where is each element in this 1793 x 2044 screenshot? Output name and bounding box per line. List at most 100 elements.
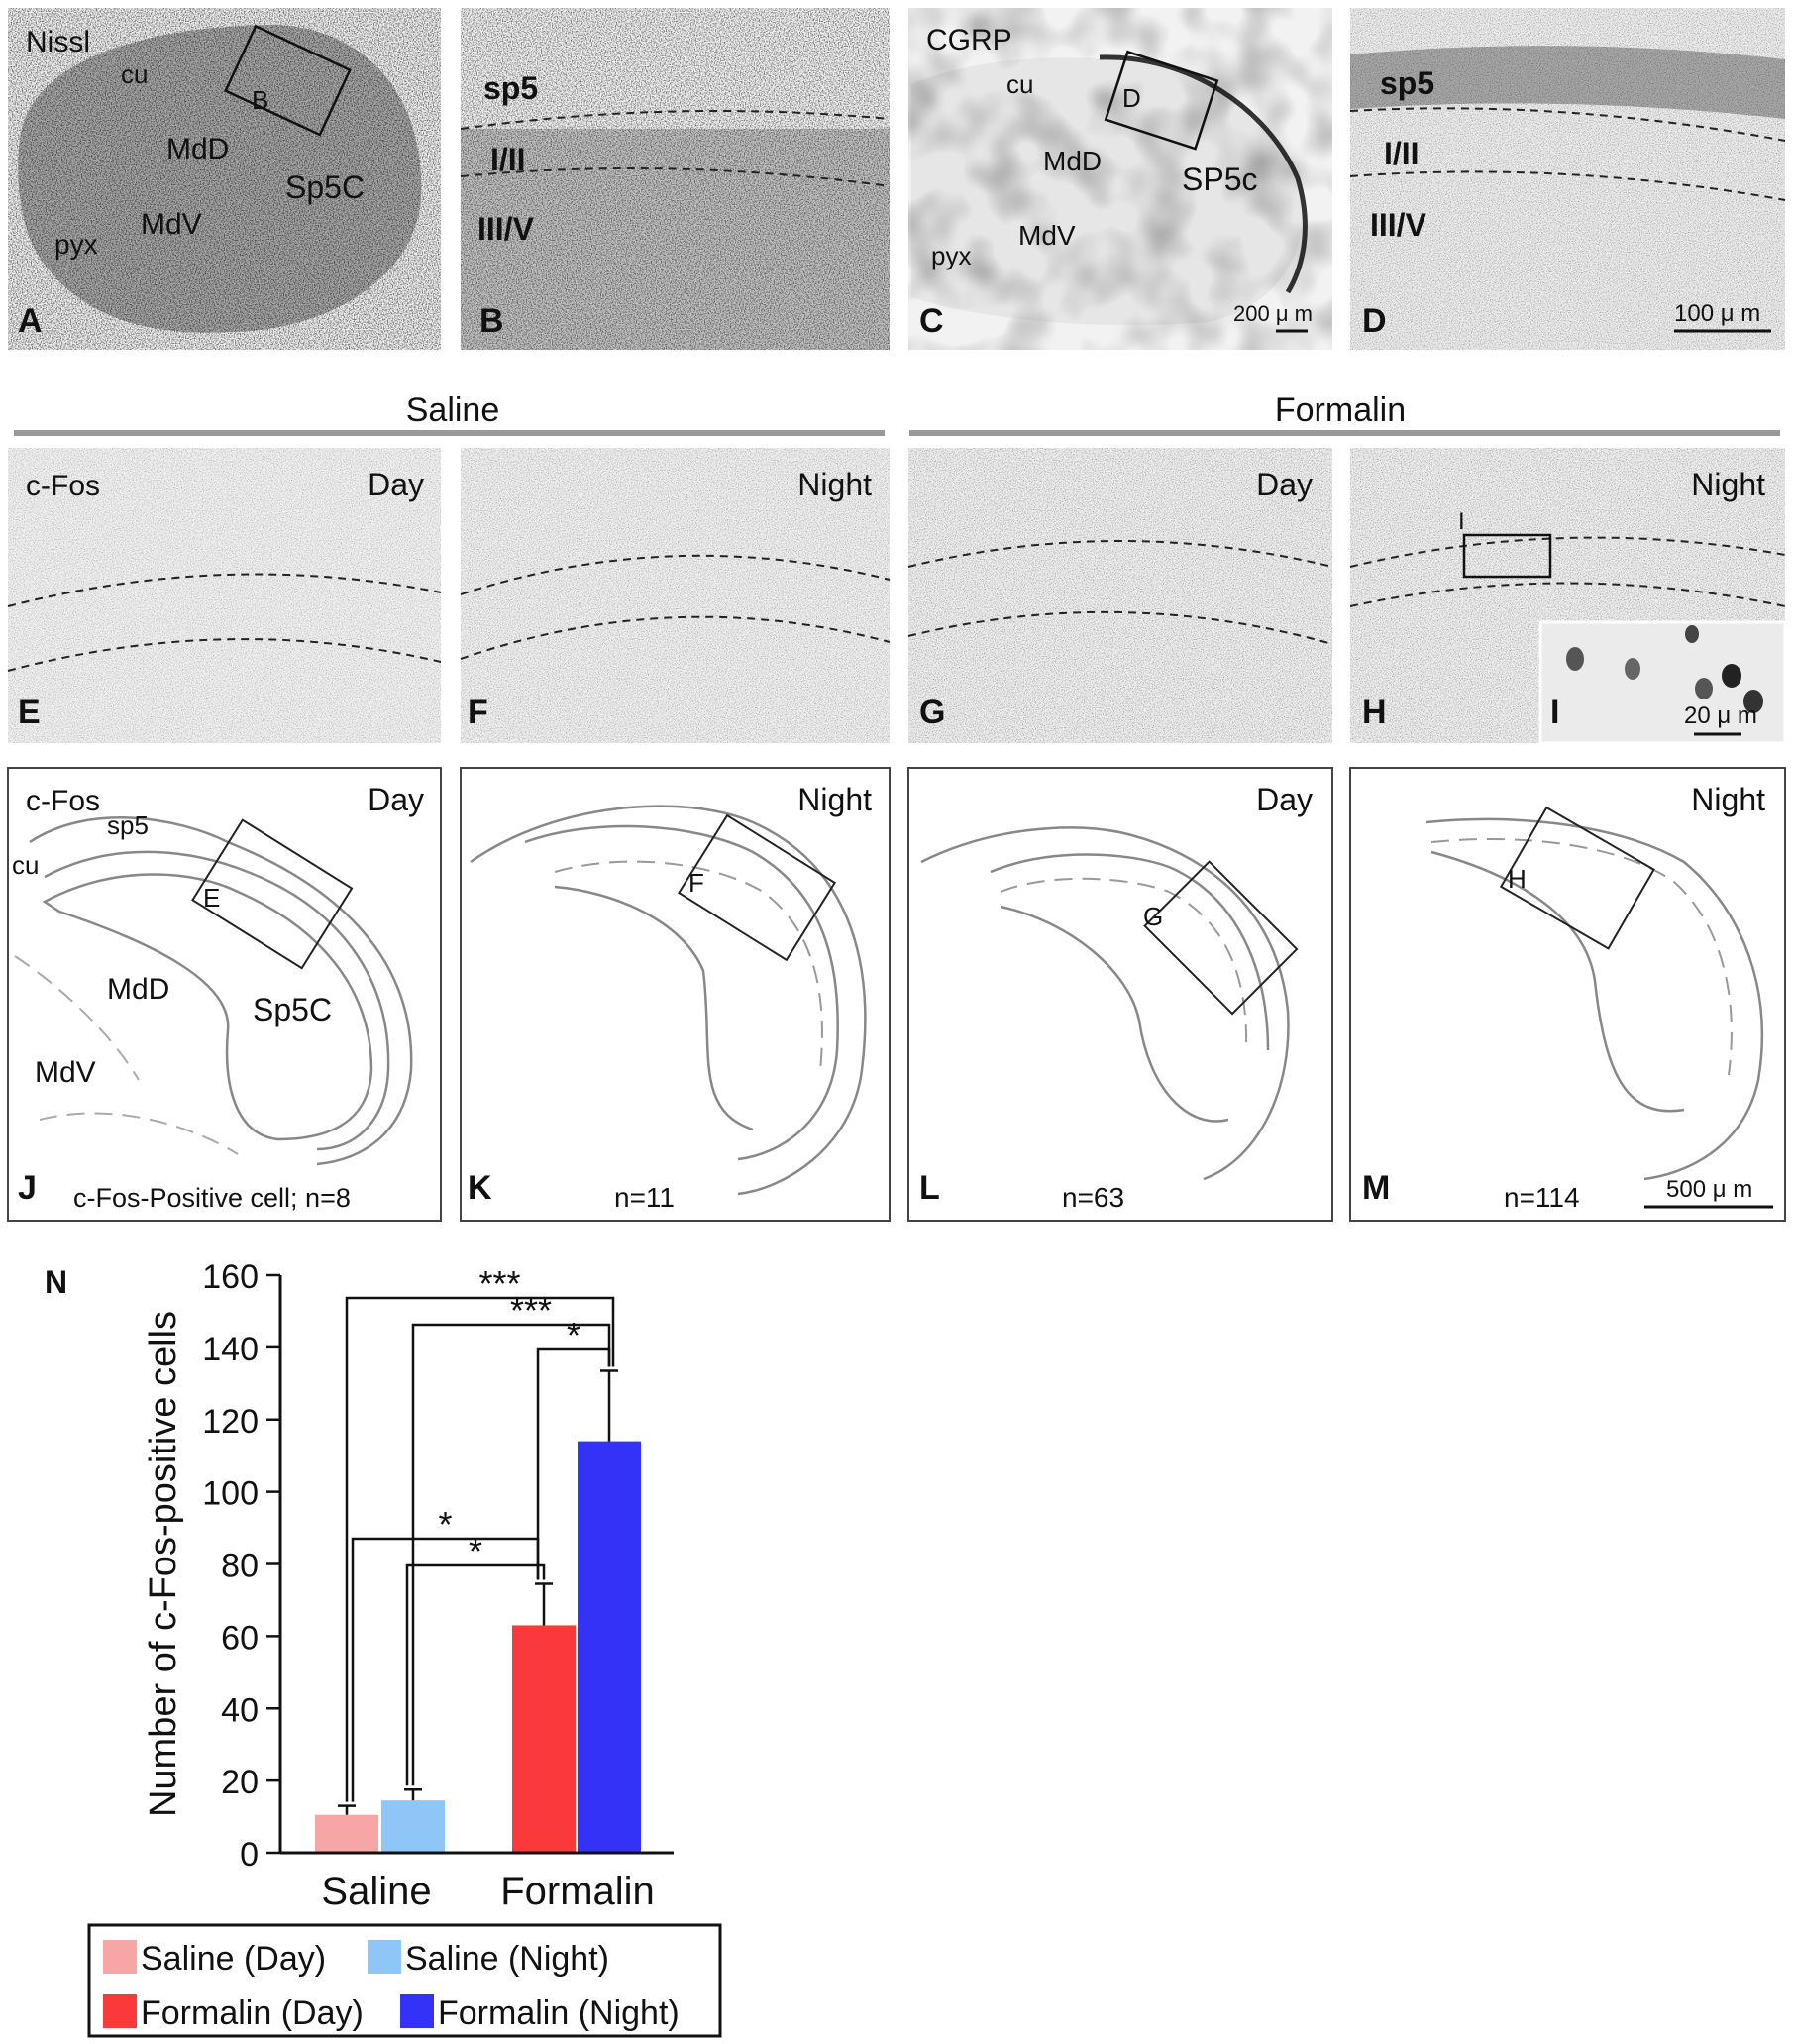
panel-c: CGRP cu D MdD SP5c MdV pyx 200 μ m C bbox=[908, 8, 1332, 350]
significance-label: * bbox=[438, 1504, 452, 1545]
panel-letter-c: C bbox=[919, 302, 944, 340]
y-tick-label: 0 bbox=[240, 1836, 259, 1874]
significance-bracket bbox=[351, 1537, 540, 1802]
legend-label: Formalin (Day) bbox=[141, 1994, 364, 2032]
legend-label: Formalin (Night) bbox=[438, 1994, 680, 2032]
panel-j-time: Day bbox=[368, 782, 424, 817]
significance-brackets: ********* bbox=[345, 1263, 615, 1802]
y-ticks: 0 20 40 60 80 100 120 140 160 bbox=[202, 1258, 280, 1874]
legend-label: Saline (Night) bbox=[405, 1940, 609, 1978]
panel-letter-n: N bbox=[45, 1264, 67, 1300]
significance-label: * bbox=[567, 1315, 580, 1355]
panel-letter-f: F bbox=[468, 694, 488, 731]
panel-letter-l: L bbox=[919, 1169, 940, 1207]
region-sp5c-c: SP5c bbox=[1182, 161, 1257, 197]
layer-iii-v-d: III/V bbox=[1370, 207, 1427, 243]
scale-label-d: 100 μ m bbox=[1674, 300, 1760, 327]
region-pyx: pyx bbox=[54, 229, 98, 260]
x-group-labels: Saline Formalin bbox=[321, 1870, 654, 1913]
scale-label-i: 20 μ m bbox=[1684, 702, 1757, 729]
bar bbox=[578, 1441, 641, 1853]
region-cu: cu bbox=[121, 59, 148, 89]
significance-bracket bbox=[536, 1347, 611, 1580]
region-sp5-j: sp5 bbox=[107, 810, 149, 840]
panel-a: Nissl cu B MdD Sp5C MdV pyx A bbox=[8, 8, 441, 350]
panel-l: Day G n=63 L bbox=[907, 767, 1333, 1222]
region-mdd-j: MdD bbox=[107, 973, 169, 1006]
region-box-d: D bbox=[1122, 83, 1141, 113]
y-tick-label: 120 bbox=[202, 1403, 259, 1441]
significance-label: * bbox=[469, 1531, 482, 1571]
legend-label: Saline (Day) bbox=[141, 1940, 326, 1978]
region-mdd: MdD bbox=[166, 133, 229, 165]
legend-swatch bbox=[400, 1994, 434, 2028]
x-group-label: Saline bbox=[321, 1870, 431, 1913]
chart-n: Number of c-Fos-positive cells 0 20 40 60 80… bbox=[87, 1258, 722, 2038]
panel-i: 20 μ m I bbox=[1538, 620, 1787, 745]
panel-m: Night H n=114 500 μ m M bbox=[1349, 767, 1786, 1222]
panel-b: sp5 I/II III/V B bbox=[460, 8, 891, 350]
y-tick-label: 60 bbox=[221, 1619, 259, 1657]
panel-letter-b: B bbox=[479, 302, 504, 340]
region-pyx-c: pyx bbox=[931, 241, 971, 270]
panel-letter-e: E bbox=[18, 694, 41, 731]
panel-h-time: Night bbox=[1691, 467, 1765, 502]
panel-letter-d: D bbox=[1362, 302, 1387, 340]
inset-box-i-label: I bbox=[1458, 508, 1465, 535]
panel-a-stain: Nissl bbox=[26, 26, 90, 58]
region-box-b: B bbox=[252, 85, 268, 115]
bar bbox=[512, 1625, 576, 1853]
panel-l-time: Day bbox=[1256, 782, 1313, 817]
region-cu-c: cu bbox=[1006, 69, 1033, 99]
y-tick-label: 80 bbox=[221, 1548, 259, 1585]
layer-sp5: sp5 bbox=[483, 70, 538, 106]
region-mdv: MdV bbox=[141, 208, 202, 241]
panel-e: c-Fos Day E bbox=[7, 448, 442, 743]
panel-d: sp5 I/II III/V 100 μ m D bbox=[1349, 8, 1786, 350]
region-mdd-c: MdD bbox=[1043, 146, 1102, 176]
panel-letter-m: M bbox=[1362, 1169, 1390, 1207]
inset-box-i bbox=[1462, 533, 1552, 579]
region-box-e-j: E bbox=[203, 883, 220, 913]
region-box-h-m: H bbox=[1508, 864, 1527, 894]
bar bbox=[381, 1800, 445, 1853]
region-sp5c-j: Sp5C bbox=[253, 992, 332, 1027]
panel-j-stain: c-Fos bbox=[26, 785, 100, 817]
region-box-f-k: F bbox=[688, 868, 704, 898]
panel-letter-h: H bbox=[1362, 694, 1387, 731]
bars bbox=[315, 1369, 641, 1853]
significance-label: *** bbox=[510, 1290, 552, 1331]
scale-label-m: 500 μ m bbox=[1666, 1176, 1752, 1203]
panel-f-time: Night bbox=[797, 467, 872, 502]
group-label-formalin: Formalin bbox=[1275, 391, 1406, 429]
layer-i-ii-d: I/II bbox=[1384, 136, 1420, 171]
region-cu-j: cu bbox=[12, 850, 39, 880]
panel-letter-a: A bbox=[18, 302, 43, 340]
x-group-label: Formalin bbox=[500, 1870, 655, 1913]
y-tick-label: 40 bbox=[221, 1691, 259, 1729]
legend: Saline (Day) Saline (Night) Formalin (Day)… bbox=[87, 1923, 722, 2038]
panel-k: Night F n=11 K bbox=[460, 767, 891, 1222]
y-tick-label: 140 bbox=[202, 1331, 259, 1368]
panel-m-time: Night bbox=[1691, 782, 1765, 817]
group-label-saline: Saline bbox=[406, 391, 500, 429]
layer-i-ii: I/II bbox=[490, 142, 526, 177]
legend-swatch bbox=[103, 1940, 137, 1974]
panel-f: Night F bbox=[460, 448, 891, 743]
significance-bracket bbox=[345, 1296, 615, 1802]
panel-letter-j: J bbox=[18, 1169, 37, 1207]
panel-c-stain: CGRP bbox=[926, 24, 1012, 56]
panel-g: Day G bbox=[907, 448, 1333, 743]
panel-j: c-Fos Day sp5 cu E MdD Sp5C MdV c-Fos-Po… bbox=[7, 767, 442, 1222]
legend-swatch bbox=[368, 1940, 401, 1974]
panel-letter-g: G bbox=[919, 694, 945, 731]
significance-label: *** bbox=[478, 1263, 520, 1304]
region-sp5c: Sp5C bbox=[285, 169, 365, 205]
y-tick-label: 160 bbox=[202, 1258, 259, 1296]
y-tick-label: 100 bbox=[202, 1475, 259, 1513]
region-box-g-l: G bbox=[1143, 902, 1163, 931]
panel-g-time: Day bbox=[1256, 467, 1313, 502]
panel-l-count: n=63 bbox=[1062, 1182, 1124, 1213]
panel-e-time: Day bbox=[368, 467, 424, 502]
